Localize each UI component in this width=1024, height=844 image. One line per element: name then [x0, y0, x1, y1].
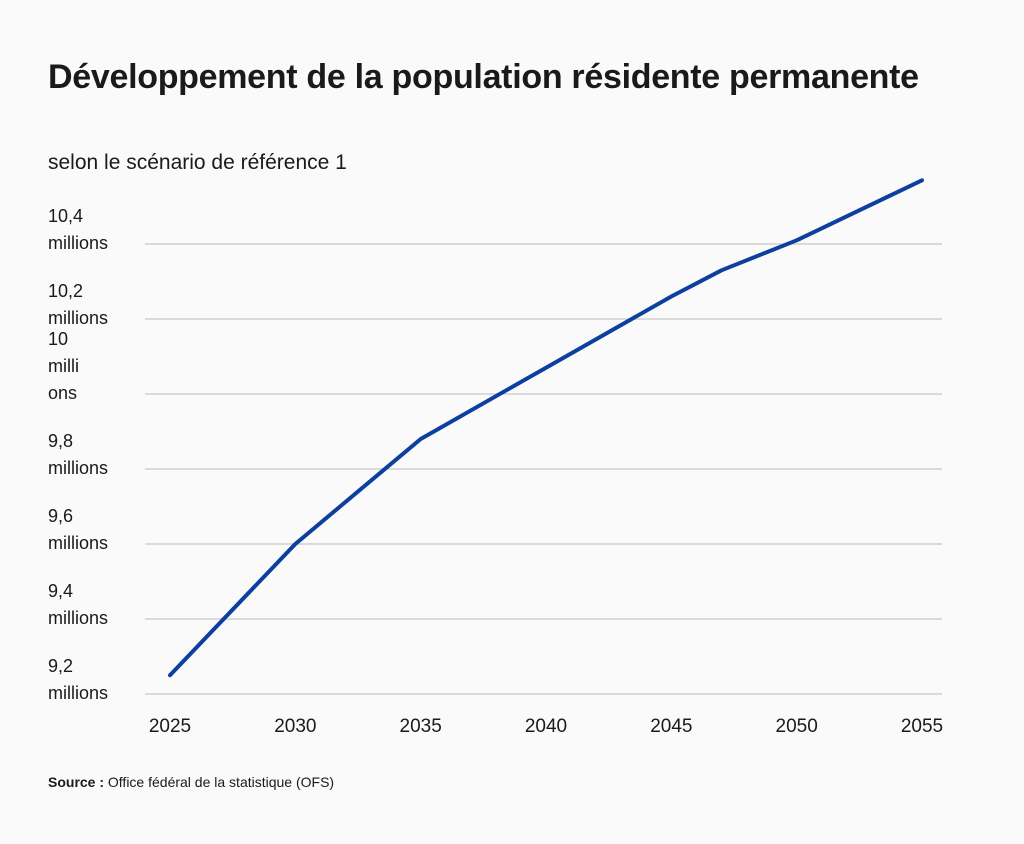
x-tick-label: 2025 [148, 716, 192, 737]
x-tick-label: 2055 [900, 716, 944, 737]
source-label: Source : [48, 774, 105, 790]
y-tick-label: 10,4 millions [48, 206, 109, 253]
y-tick-label: 9,4 millions [48, 581, 109, 628]
x-tick-label: 2045 [650, 716, 693, 737]
x-tick-label: 2040 [524, 716, 568, 737]
chart-subtitle: selon le scénario de référence 1 [48, 151, 347, 174]
series-line [168, 178, 924, 678]
y-tick-label: 10 milli ons [48, 329, 79, 403]
y-tick-label: 9,2 millions [48, 656, 109, 703]
series-lines [168, 178, 924, 678]
x-tick-label: 2035 [399, 716, 442, 737]
y-tick-label: 10,2 millions [48, 281, 109, 328]
y-tick-label: 9,6 millions [48, 506, 109, 553]
source-text: Office fédéral de la statistique (OFS) [107, 774, 335, 790]
x-tick-label: 2030 [274, 716, 317, 737]
chart-title: Développement de la population résidente… [48, 58, 919, 96]
x-tick-label: 2050 [775, 716, 818, 737]
y-tick-label: 9,8 millions [48, 431, 109, 478]
source-note: Source : Office fédéral de la statistiqu… [48, 773, 334, 791]
gridlines [145, 243, 942, 695]
